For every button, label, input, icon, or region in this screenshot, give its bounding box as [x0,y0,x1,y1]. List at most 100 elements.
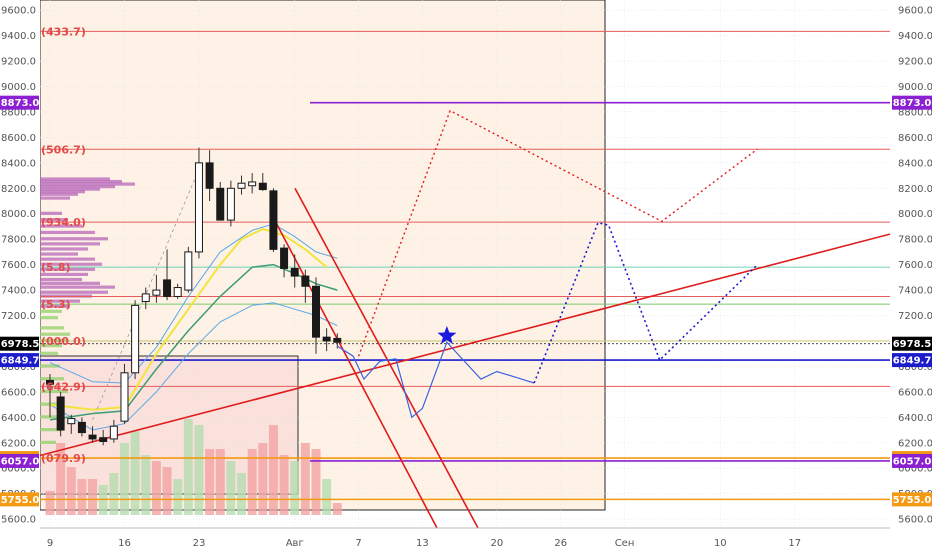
volume-profile-bar [40,344,62,348]
price-tag-right-text: 6849.7 [893,356,932,367]
price-tag-left[interactable] [0,353,39,368]
y-tick-label-left: 8800.0 [1,107,36,118]
candle[interactable] [109,425,118,440]
volume-profile-bar [40,351,58,355]
candle[interactable] [88,434,97,440]
price-tag-right[interactable] [892,453,932,468]
price-tag-right[interactable] [892,336,932,351]
fib-label: (079.9) [41,452,86,465]
fib-label: (506.7) [41,143,86,156]
candle[interactable] [67,418,76,425]
x-tick-label: 10 [714,538,727,549]
volume-profile-bar [40,230,95,235]
y-tick-label-right: 6800.0 [898,362,932,373]
candle[interactable] [163,279,172,297]
fib-label: (000.0) [41,335,86,348]
volume-bar [215,449,225,515]
volume-bar [45,491,55,515]
price-tag-left[interactable] [0,95,39,110]
volume-bar [268,425,278,515]
volume-bar [332,503,342,515]
candle[interactable] [237,182,246,189]
band-upper [49,223,338,384]
x-tick-label: 26 [554,538,567,549]
volume-profile-bar [40,182,135,186]
candle[interactable] [301,275,310,287]
volume-profile-bar [40,257,95,261]
candle[interactable] [46,379,54,385]
candle[interactable] [56,396,65,431]
y-tick-label-left: 9200.0 [1,57,36,68]
y-tick-label-right: 7600.0 [898,260,932,271]
x-tick-label: Сен [615,538,635,549]
y-tick-label-right: 9200.0 [898,57,932,68]
volume-profile-bar [40,211,62,215]
ma-yellow [49,227,328,411]
volume-profile-bar [40,218,68,222]
candle[interactable] [120,372,129,422]
y-tick-label-right: 6200.0 [898,438,932,449]
x-tick-label: 16 [118,538,131,549]
candle[interactable] [290,267,299,277]
y-tick-label-right: 6400.0 [898,413,932,424]
candle[interactable] [77,421,86,434]
fib-label: (433.7) [41,25,86,38]
x-tick-label: 13 [416,538,429,549]
y-tick-label-left: 6800.0 [1,362,36,373]
candle[interactable] [280,247,289,269]
forecast-path-red [357,109,759,357]
y-tick-label-left: 7200.0 [1,311,36,322]
y-tick-label-right: 8200.0 [898,184,932,195]
candle[interactable] [216,187,225,221]
price-tag-left[interactable] [0,336,39,351]
candle[interactable] [269,190,278,250]
candle[interactable] [226,187,235,221]
candle[interactable] [248,181,257,187]
candle[interactable] [258,182,267,191]
y-tick-label-right: 9000.0 [898,82,932,93]
volume-profile-bar [40,237,108,241]
candle[interactable] [99,437,108,442]
star-icon [437,325,457,344]
volume-profile-bar [40,252,78,256]
candle[interactable] [322,336,331,342]
candle[interactable] [173,287,182,297]
candle[interactable] [312,285,320,338]
price-tag-left[interactable] [0,492,39,507]
y-tick-label-left: 7400.0 [1,286,36,297]
volume-profile-bar [40,192,78,196]
fib-label: (642.9) [41,380,86,393]
volume-profile-bar [40,326,64,330]
volume-bar [162,467,172,515]
candle[interactable] [333,337,342,343]
fib-label: (5.3) [41,298,71,311]
volume-bar [300,443,310,515]
candle[interactable] [131,304,140,374]
candle[interactable] [184,251,193,291]
candle[interactable] [152,289,161,296]
price-tag-left-text: 8873.0 [1,98,40,109]
volume-profile-bar [40,299,80,303]
x-tick-label: Авг [286,538,304,549]
y-tick-label-right: 6600.0 [898,387,932,398]
volume-profile-bar [40,440,56,444]
volume-bar [322,479,332,515]
volume-bar [66,467,76,515]
volume-bar [88,479,98,515]
y-tick-label-right: 6000.0 [898,464,932,475]
price-tag-left[interactable] [0,453,39,468]
price-tag-right[interactable] [892,492,932,507]
price-tag-right[interactable] [892,353,932,368]
y-tick-label-left: 8400.0 [1,158,36,169]
candle[interactable] [141,293,150,303]
price-tag-right[interactable] [892,95,932,110]
price-tag-right-text: 5755.0 [893,495,932,506]
volume-profile-bar [40,281,100,285]
candle[interactable] [194,162,203,253]
volume-profile-bar [40,332,70,336]
candle[interactable] [205,162,214,189]
y-tick-label-right: 8400.0 [898,158,932,169]
volume-bar [109,473,119,515]
volume-bar [183,419,193,515]
